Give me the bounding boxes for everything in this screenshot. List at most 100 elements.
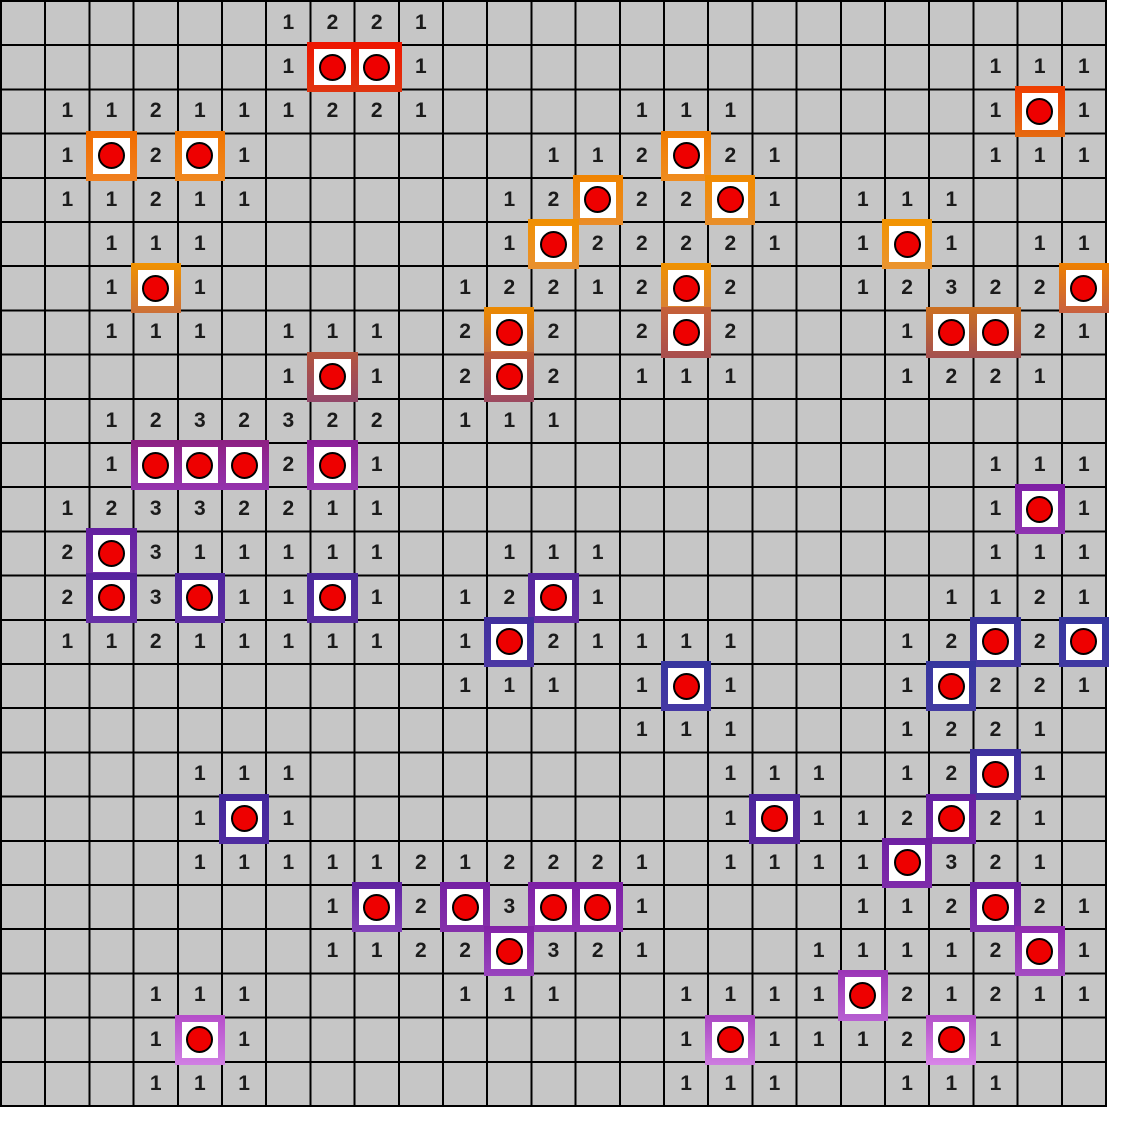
cell-number: 1	[636, 718, 648, 742]
cell-number: 1	[238, 983, 250, 1007]
mine-marker	[440, 882, 491, 933]
cell-number: 1	[989, 99, 1002, 123]
cell-number: 2	[149, 408, 162, 432]
mine-marker	[307, 351, 358, 402]
mine-cell	[491, 314, 528, 351]
cell-number: 2	[989, 806, 1002, 830]
mine-marker	[86, 528, 137, 579]
cell-number: 1	[724, 629, 737, 653]
cell-number: 2	[547, 320, 560, 344]
mine-marker	[174, 1014, 225, 1065]
mine-icon	[672, 672, 700, 700]
cell-number: 1	[724, 762, 737, 786]
cell-number: 1	[724, 364, 737, 388]
cell-number: 1	[194, 276, 206, 300]
mine-icon	[849, 981, 877, 1009]
cell-number: 1	[149, 983, 162, 1007]
mine-marker	[926, 793, 977, 844]
mine-icon	[495, 937, 523, 965]
cell-number: 1	[1033, 718, 1046, 742]
mine-cell	[1021, 491, 1058, 528]
cell-number: 1	[1033, 364, 1046, 388]
mine-icon	[981, 893, 1009, 921]
cell-number: 2	[945, 629, 958, 653]
cell-number: 1	[989, 55, 1002, 79]
mine-marker	[970, 749, 1021, 800]
cell-number: 1	[636, 629, 648, 653]
mine-icon	[981, 628, 1009, 656]
cell-number: 2	[61, 541, 74, 565]
cell-number: 1	[282, 99, 295, 123]
cell-number: 1	[326, 320, 339, 344]
cell-number: 1	[282, 541, 295, 565]
mine-cell	[977, 756, 1014, 793]
cell-number: 1	[547, 408, 560, 432]
mine-marker	[705, 1014, 756, 1065]
cell-number: 1	[724, 806, 737, 830]
cell-number: 1	[238, 541, 250, 565]
cell-number: 3	[945, 850, 958, 874]
cell-number: 1	[326, 629, 339, 653]
cell-number: 2	[945, 364, 958, 388]
cell-number: 1	[415, 11, 427, 35]
cell-number: 1	[238, 99, 250, 123]
cell-number: 1	[282, 585, 295, 609]
mine-icon	[230, 451, 258, 479]
cell-number: 2	[459, 320, 471, 344]
cell-number: 1	[857, 895, 869, 919]
cell-number: 2	[724, 276, 737, 300]
cell-number: 2	[1033, 629, 1046, 653]
cell-number: 1	[1078, 541, 1090, 565]
mine-icon	[716, 186, 744, 214]
cell-number: 2	[1033, 674, 1046, 698]
cell-number: 2	[945, 895, 958, 919]
mine-cell	[137, 270, 174, 307]
mine-marker	[705, 174, 756, 225]
mine-cell	[756, 800, 793, 837]
cell-number: 1	[547, 983, 560, 1007]
cell-number: 3	[503, 895, 516, 919]
mine-icon	[672, 318, 700, 346]
cell-number: 3	[149, 541, 162, 565]
mine-icon	[539, 893, 567, 921]
cell-number: 2	[61, 585, 74, 609]
mine-icon	[142, 274, 170, 302]
mine-cell	[491, 933, 528, 970]
cell-number: 1	[194, 99, 206, 123]
mine-marker	[970, 882, 1021, 933]
mine-marker	[174, 572, 225, 623]
mine-icon	[539, 230, 567, 258]
cell-number: 1	[370, 939, 383, 963]
cell-number: 1	[370, 541, 383, 565]
cell-number: 2	[636, 143, 648, 167]
mine-marker	[484, 307, 535, 358]
cell-number: 2	[591, 232, 604, 256]
cell-number: 1	[857, 939, 869, 963]
cell-number: 1	[238, 1027, 250, 1051]
mine-cell	[668, 668, 705, 705]
mine-marker	[219, 440, 270, 491]
cell-number: 1	[282, 11, 295, 35]
mine-icon	[672, 274, 700, 302]
mine-cell	[358, 49, 395, 86]
cell-number: 1	[680, 718, 692, 742]
cell-number: 1	[1078, 895, 1090, 919]
cell-number: 2	[724, 143, 737, 167]
mine-icon	[230, 805, 258, 833]
mine-cell	[579, 181, 616, 218]
mine-marker	[1058, 616, 1109, 667]
cell-number: 1	[326, 895, 339, 919]
mine-cell	[314, 579, 351, 616]
cell-number: 3	[149, 585, 162, 609]
cell-number: 1	[812, 806, 825, 830]
cell-number: 1	[503, 187, 516, 211]
cell-number: 1	[901, 939, 913, 963]
minesweeper-board[interactable]: 1 2 2 1 1 1 1 1 1 1 1 2 1 1 1 2 2 1 1 1 1 1 1 1 2 1 1 1 2 2 1 1 1 1 1 1 2 1 1 1…	[0, 0, 1109, 1107]
cell-number: 1	[768, 232, 781, 256]
cell-number: 2	[503, 850, 516, 874]
mine-icon	[1026, 97, 1054, 125]
mine-icon	[716, 1026, 744, 1054]
cell-number: 1	[1078, 585, 1090, 609]
cell-number: 2	[989, 718, 1002, 742]
mine-cell	[447, 889, 484, 926]
